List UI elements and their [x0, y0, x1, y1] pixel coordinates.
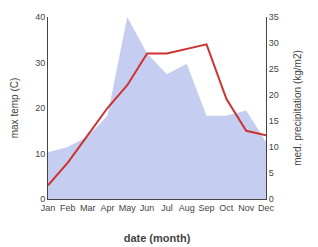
svg-text:max temp (C): max temp (C)	[9, 78, 20, 139]
svg-text:10: 10	[269, 142, 279, 152]
svg-text:30: 30	[269, 38, 279, 48]
svg-text:Dec: Dec	[258, 203, 275, 213]
svg-text:40: 40	[35, 12, 45, 22]
svg-text:35: 35	[269, 12, 279, 22]
svg-text:Sep: Sep	[199, 203, 215, 213]
svg-text:Aug: Aug	[179, 203, 195, 213]
svg-text:20: 20	[269, 90, 279, 100]
svg-text:Nov: Nov	[238, 203, 255, 213]
svg-text:0: 0	[40, 194, 45, 204]
svg-text:Jul: Jul	[161, 203, 173, 213]
svg-text:Oct: Oct	[219, 203, 234, 213]
svg-text:Mar: Mar	[80, 203, 96, 213]
svg-text:20: 20	[35, 103, 45, 113]
svg-text:date (month): date (month)	[124, 232, 191, 244]
svg-text:Jan: Jan	[41, 203, 56, 213]
svg-text:10: 10	[35, 149, 45, 159]
svg-text:Jun: Jun	[140, 203, 155, 213]
svg-text:15: 15	[269, 116, 279, 126]
svg-text:Feb: Feb	[60, 203, 76, 213]
svg-text:May: May	[119, 203, 137, 213]
svg-text:30: 30	[35, 58, 45, 68]
svg-text:0: 0	[269, 194, 274, 204]
svg-text:Apr: Apr	[100, 203, 114, 213]
svg-text:25: 25	[269, 64, 279, 74]
svg-text:5: 5	[269, 168, 274, 178]
svg-text:med. precipitation (kg/m2): med. precipitation (kg/m2)	[292, 50, 303, 166]
